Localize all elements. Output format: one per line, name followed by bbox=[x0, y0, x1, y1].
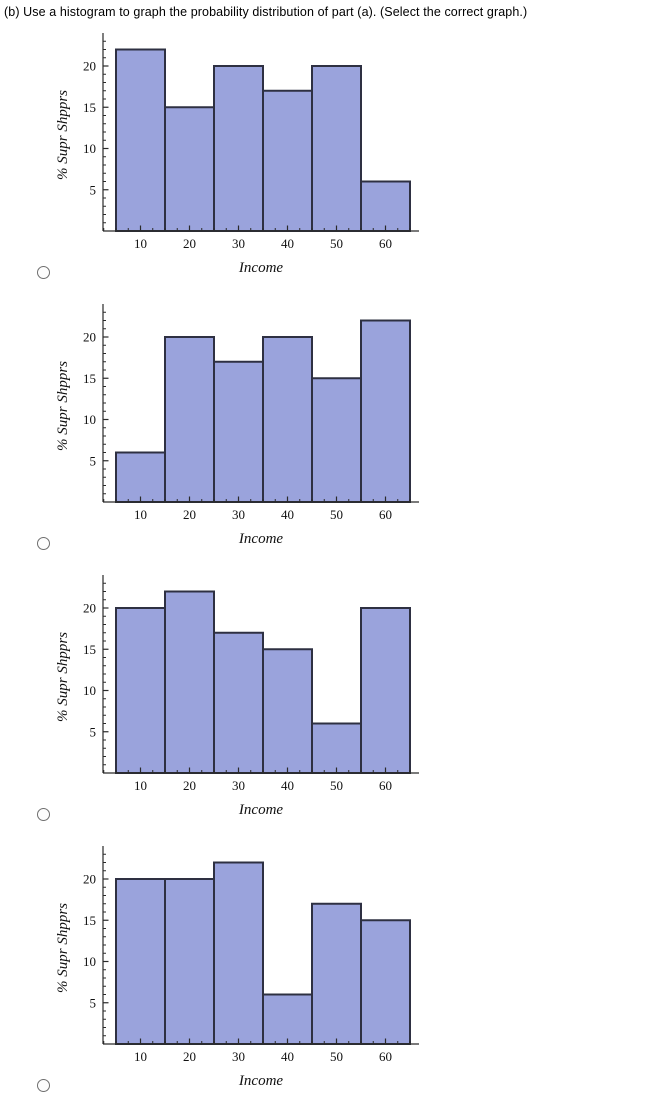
x-tick-label-10: 10 bbox=[134, 1049, 147, 1064]
x-tick-label-50: 50 bbox=[330, 236, 343, 251]
bar-60 bbox=[360, 180, 411, 232]
x-tick-label-60: 60 bbox=[379, 778, 392, 793]
bar-10 bbox=[115, 607, 166, 774]
bar-10 bbox=[115, 878, 166, 1045]
option-3-radio[interactable] bbox=[37, 808, 50, 821]
histogram-chart-2: 5 10 15 20 10 20 30 40 50 60 Income % Supr Shpprs bbox=[55, 304, 419, 547]
bar-30 bbox=[213, 65, 264, 232]
bar-60 bbox=[360, 607, 411, 774]
y-tick-label-5: 5 bbox=[90, 995, 97, 1010]
x-tick-label-30: 30 bbox=[232, 236, 245, 251]
x-axis-title: Income bbox=[238, 802, 283, 818]
y-tick-label-10: 10 bbox=[83, 412, 96, 427]
y-tick-label-20: 20 bbox=[83, 59, 96, 74]
x-tick-label-20: 20 bbox=[183, 1049, 196, 1064]
x-tick-label-50: 50 bbox=[330, 1049, 343, 1064]
x-tick-label-40: 40 bbox=[281, 778, 294, 793]
y-tick-label-10: 10 bbox=[83, 141, 96, 156]
y-tick-label-5: 5 bbox=[90, 182, 97, 197]
bar-50 bbox=[311, 902, 362, 1045]
y-axis-title: % Supr Shpprs bbox=[55, 632, 71, 722]
y-tick-label-5: 5 bbox=[90, 724, 97, 739]
bar-30 bbox=[213, 360, 264, 503]
bar-30 bbox=[213, 631, 264, 774]
bar-60 bbox=[360, 319, 411, 503]
bar-50 bbox=[311, 722, 362, 774]
x-tick-label-50: 50 bbox=[330, 778, 343, 793]
y-tick-label-20: 20 bbox=[83, 872, 96, 887]
x-tick-label-40: 40 bbox=[281, 1049, 294, 1064]
histogram-chart-3: 5 10 15 20 10 20 30 40 50 60 Income % Supr Shpprs bbox=[55, 575, 419, 818]
y-axis-title: % Supr Shpprs bbox=[55, 361, 71, 451]
histogram-option-2: 5 10 15 20 10 20 30 40 50 60 Income % Supr Shpprs bbox=[0, 304, 661, 575]
y-tick-label-5: 5 bbox=[90, 453, 97, 468]
y-tick-label-15: 15 bbox=[83, 642, 96, 657]
histogram-chart-1: 5 10 15 20 10 20 30 40 50 60 Income % Supr Shpprs bbox=[55, 33, 419, 276]
question-title: (b) Use a histogram to graph the probabi… bbox=[4, 5, 528, 19]
histogram-option-4: 5 10 15 20 10 20 30 40 50 60 Income % Supr Shpprs bbox=[0, 846, 661, 1117]
bar-40 bbox=[262, 648, 313, 774]
bar-30 bbox=[213, 861, 264, 1045]
x-tick-label-20: 20 bbox=[183, 778, 196, 793]
x-tick-label-10: 10 bbox=[134, 236, 147, 251]
bar-60 bbox=[360, 919, 411, 1045]
x-tick-label-20: 20 bbox=[183, 236, 196, 251]
x-tick-label-60: 60 bbox=[379, 507, 392, 522]
y-tick-label-15: 15 bbox=[83, 913, 96, 928]
bar-50 bbox=[311, 65, 362, 232]
x-tick-label-50: 50 bbox=[330, 507, 343, 522]
option-4-radio[interactable] bbox=[37, 1079, 50, 1092]
x-tick-label-40: 40 bbox=[281, 236, 294, 251]
bar-10 bbox=[115, 451, 166, 503]
histogram-option-3: 5 10 15 20 10 20 30 40 50 60 Income % Supr Shpprs bbox=[0, 575, 661, 846]
x-axis-title: Income bbox=[238, 1073, 283, 1089]
bar-20 bbox=[164, 590, 215, 774]
y-tick-label-15: 15 bbox=[83, 371, 96, 386]
bar-50 bbox=[311, 377, 362, 503]
x-tick-label-10: 10 bbox=[134, 778, 147, 793]
x-tick-label-30: 30 bbox=[232, 507, 245, 522]
x-tick-label-60: 60 bbox=[379, 1049, 392, 1064]
x-tick-label-20: 20 bbox=[183, 507, 196, 522]
x-tick-label-60: 60 bbox=[379, 236, 392, 251]
option-2-radio[interactable] bbox=[37, 537, 50, 550]
y-axis-title: % Supr Shpprs bbox=[55, 903, 71, 993]
bar-10 bbox=[115, 48, 166, 232]
histogram-option-1: 5 10 15 20 10 20 30 40 50 60 Income % Supr Shpprs bbox=[0, 33, 661, 304]
y-tick-label-10: 10 bbox=[83, 954, 96, 969]
bar-40 bbox=[262, 89, 313, 232]
x-tick-label-40: 40 bbox=[281, 507, 294, 522]
x-tick-label-30: 30 bbox=[232, 778, 245, 793]
options-list: 5 10 15 20 10 20 30 40 50 60 Income % Supr Shpprs 5… bbox=[0, 33, 661, 1117]
histogram-chart-4: 5 10 15 20 10 20 30 40 50 60 Income % Supr Shpprs bbox=[55, 846, 419, 1089]
x-tick-label-10: 10 bbox=[134, 507, 147, 522]
x-tick-label-30: 30 bbox=[232, 1049, 245, 1064]
x-axis-title: Income bbox=[238, 531, 283, 547]
y-tick-label-10: 10 bbox=[83, 683, 96, 698]
y-tick-label-15: 15 bbox=[83, 100, 96, 115]
x-axis-title: Income bbox=[238, 260, 283, 276]
bar-20 bbox=[164, 878, 215, 1045]
bar-40 bbox=[262, 336, 313, 503]
bar-40 bbox=[262, 993, 313, 1045]
y-axis-title: % Supr Shpprs bbox=[55, 90, 71, 180]
y-tick-label-20: 20 bbox=[83, 330, 96, 345]
bar-20 bbox=[164, 106, 215, 232]
option-1-radio[interactable] bbox=[37, 266, 50, 279]
bar-20 bbox=[164, 336, 215, 503]
y-tick-label-20: 20 bbox=[83, 601, 96, 616]
